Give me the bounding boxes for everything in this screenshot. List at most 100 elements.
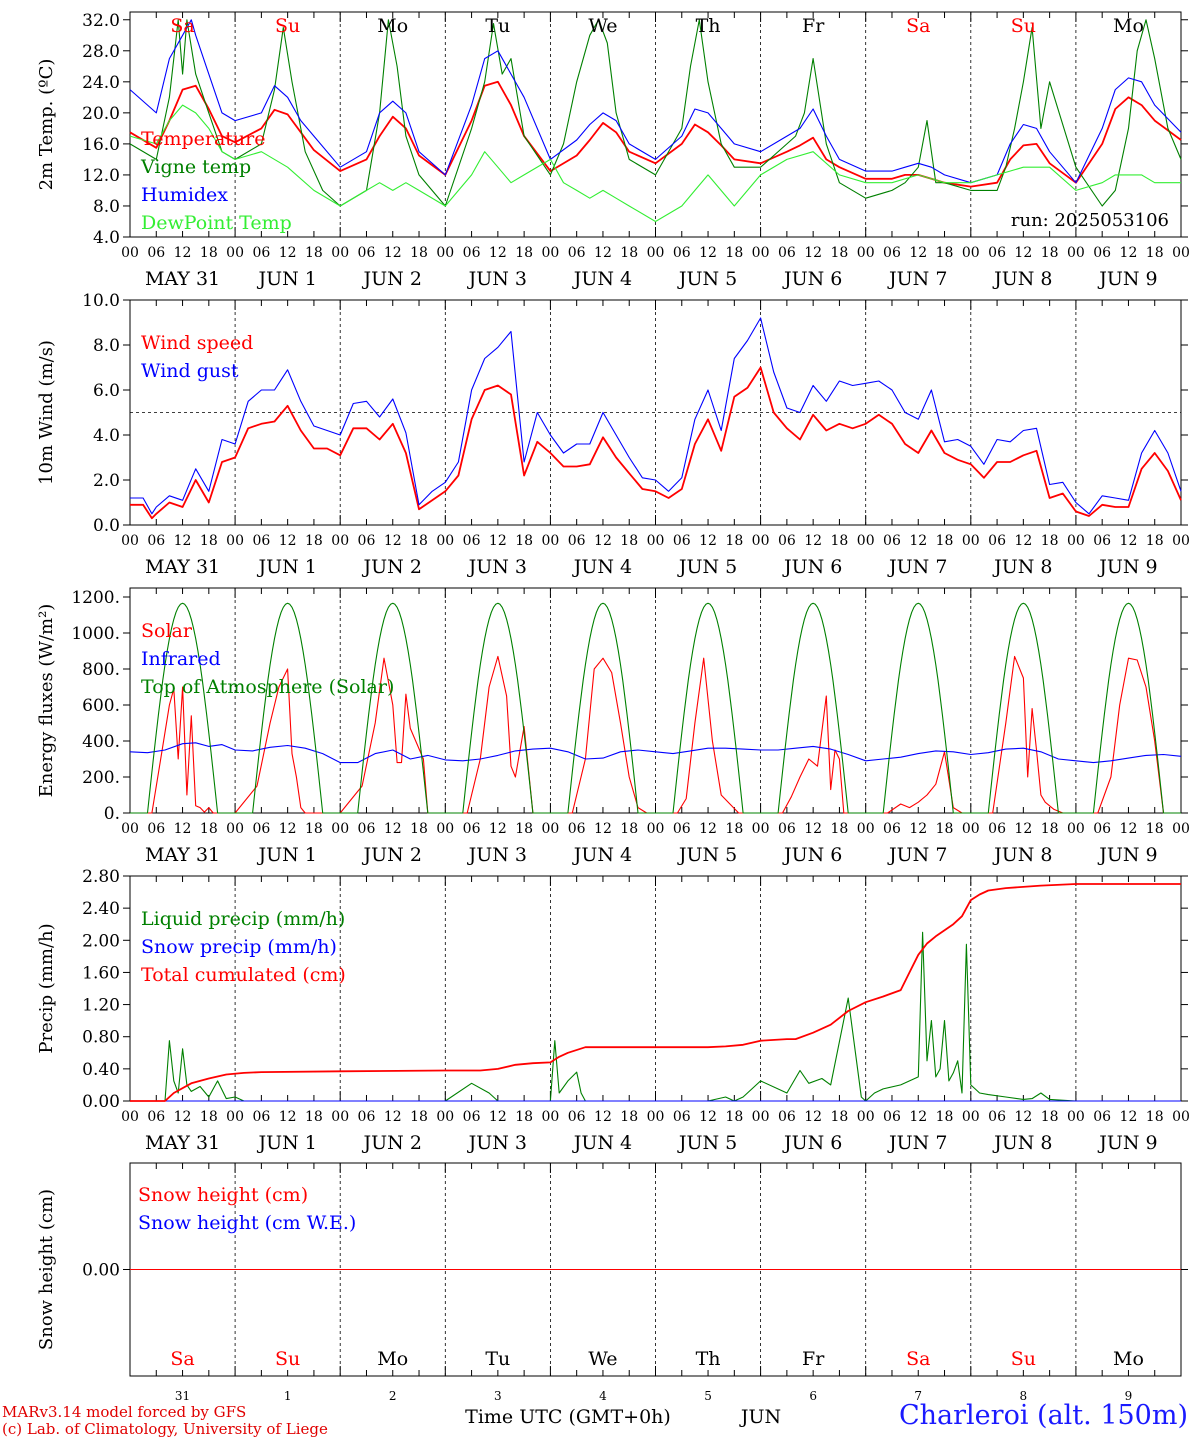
x-hour-label: 00: [647, 821, 665, 837]
x-hour-label: 12: [489, 533, 507, 549]
x-hour-label: 18: [410, 245, 428, 261]
y-tick-label: 4.0: [93, 228, 120, 248]
x-day-label: JUN 8: [992, 1132, 1052, 1154]
y-tick-label: 600.: [82, 696, 120, 716]
x-hour-label: 18: [410, 533, 428, 549]
x-hour-label: 12: [384, 821, 402, 837]
x-hour-label: 00: [436, 245, 454, 261]
x-hour-label: 00: [331, 821, 349, 837]
x-hour-label: 12: [1014, 821, 1032, 837]
x-hour-label: 12: [384, 1109, 402, 1125]
weekday-label: We: [588, 15, 617, 37]
y-tick-label: 1000.: [71, 624, 120, 644]
x-hour-label: 18: [831, 245, 849, 261]
x-day-label: JUN 7: [887, 556, 947, 578]
y-tick-label: 10.0: [82, 291, 120, 311]
x-hour-label: 12: [279, 533, 297, 549]
x-hour-label: 00: [962, 821, 980, 837]
x-hour-label: 12: [594, 1109, 612, 1125]
weekday-label: Sa: [906, 1348, 930, 1370]
x-hour-label: 12: [1120, 1109, 1138, 1125]
x-hour-label: 06: [1093, 533, 1111, 549]
bottom-day-number: 6: [809, 1389, 817, 1403]
x-hour-label: 06: [147, 1109, 165, 1125]
weekday-label: Mo: [1113, 1348, 1144, 1370]
x-hour-label: 06: [147, 533, 165, 549]
x-hour-label: 18: [515, 1109, 533, 1125]
y-tick-label: 1200.: [71, 588, 120, 608]
x-day-label: JUN 2: [362, 268, 422, 290]
x-day-label: JUN 9: [1097, 844, 1157, 866]
x-day-label: JUN 4: [572, 268, 632, 290]
series-line-temperature: [129, 80, 1182, 188]
x-hour-label: 00: [541, 533, 559, 549]
x-hour-label: 00: [752, 245, 770, 261]
y-tick-label: 32.0: [82, 11, 120, 31]
x-hour-label: 18: [831, 1109, 849, 1125]
weekday-label: Tu: [485, 1348, 510, 1370]
x-day-label: JUN 7: [887, 1132, 947, 1154]
x-hour-label: 18: [936, 533, 954, 549]
x-day-label: JUN 5: [677, 556, 737, 578]
x-hour-label: 00: [1172, 245, 1190, 261]
x-hour-label: 12: [1120, 533, 1138, 549]
x-hour-label: 00: [857, 1109, 875, 1125]
x-hour-label: 06: [988, 245, 1006, 261]
x-hour-label: 06: [1093, 821, 1111, 837]
series-line-infrared: [129, 742, 1182, 764]
weekday-label: Sa: [170, 1348, 194, 1370]
x-day-label: JUN 1: [256, 844, 316, 866]
series-line-dewpoint-temp: [129, 104, 1181, 223]
y-tick-label: 800.: [82, 660, 120, 680]
y-tick-label: 2.40: [82, 899, 120, 919]
x-hour-label: 18: [831, 821, 849, 837]
x-hour-label: 12: [909, 821, 927, 837]
series-line-vigne-temp: [129, 19, 1182, 207]
x-hour-label: 00: [647, 533, 665, 549]
x-hour-label: 18: [725, 533, 743, 549]
x-hour-label: 00: [752, 533, 770, 549]
x-hour-label: 00: [1067, 245, 1085, 261]
x-hour-label: 18: [620, 821, 638, 837]
x-day-label: JUN 3: [467, 556, 527, 578]
x-hour-label: 00: [121, 821, 139, 837]
x-day-label: MAY 31: [145, 556, 220, 578]
x-hour-label: 12: [174, 821, 192, 837]
x-hour-label: 06: [883, 1109, 901, 1125]
legend-entry: Top of Atmosphere (Solar): [141, 676, 394, 698]
y-tick-label: 4.0: [93, 426, 120, 446]
x-hour-label: 06: [673, 1109, 691, 1125]
y-tick-label: 8.0: [93, 336, 120, 356]
bottom-day-number: 1: [284, 1389, 292, 1403]
x-hour-label: 18: [200, 245, 218, 261]
x-day-label: JUN 1: [256, 556, 316, 578]
x-hour-label: 00: [962, 245, 980, 261]
x-hour-label: 06: [988, 533, 1006, 549]
x-hour-label: 18: [410, 1109, 428, 1125]
x-day-label: JUN 2: [362, 1132, 422, 1154]
legend-entry: Vigne temp: [140, 156, 251, 178]
x-hour-label: 18: [725, 245, 743, 261]
x-hour-label: 06: [252, 245, 270, 261]
x-hour-label: 18: [1041, 1109, 1059, 1125]
x-day-label: JUN 3: [467, 1132, 527, 1154]
x-hour-label: 06: [147, 245, 165, 261]
x-hour-label: 00: [1172, 1109, 1190, 1125]
x-hour-label: 06: [358, 821, 376, 837]
x-hour-label: 06: [463, 1109, 481, 1125]
x-hour-label: 00: [752, 1109, 770, 1125]
x-hour-label: 06: [358, 533, 376, 549]
plot-frame: [129, 587, 1182, 814]
x-hour-label: 00: [857, 821, 875, 837]
model-credit: MARv3.14 model forced by GFS: [2, 1403, 247, 1421]
x-hour-label: 00: [331, 245, 349, 261]
weekday-label: Th: [696, 15, 721, 37]
x-day-label: JUN 9: [1097, 268, 1157, 290]
x-hour-label: 00: [121, 533, 139, 549]
y-tick-label: 6.0: [93, 381, 120, 401]
panel-wind: 0.0 2.0 4.0 6.0 8.0 10.0 10m Wind (m/s) 00 06 12 1…: [36, 291, 1190, 578]
weekday-label: Su: [1011, 1348, 1036, 1370]
x-hour-label: 18: [936, 821, 954, 837]
legend-entry: Wind gust: [141, 360, 239, 382]
